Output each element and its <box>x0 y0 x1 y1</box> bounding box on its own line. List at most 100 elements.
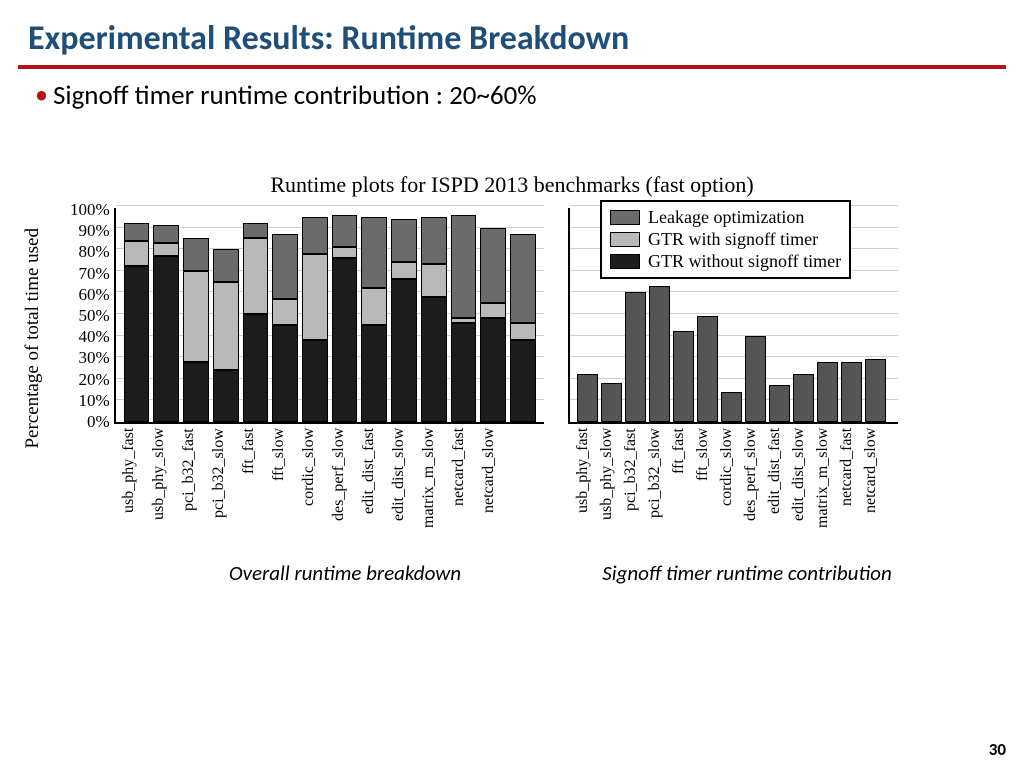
bar-segment-gtr_with <box>153 243 179 256</box>
stacked-bar <box>213 249 239 422</box>
bar-segment-gtr_with <box>421 264 447 296</box>
y-tick: 10% <box>70 391 110 411</box>
x-label: edit_dist_fast <box>766 428 790 558</box>
x-label: usb_phy_fast <box>120 428 150 558</box>
panel-captions: Overall runtime breakdown Signoff timer … <box>70 560 980 586</box>
stacked-bar <box>302 217 328 422</box>
y-tick: 80% <box>70 242 110 262</box>
slide-title: Experimental Results: Runtime Breakdown <box>0 0 1024 65</box>
bar-segment <box>673 331 694 422</box>
bar-segment <box>769 385 790 422</box>
bar <box>601 383 622 422</box>
bar <box>697 316 718 422</box>
stacked-bar <box>243 223 269 422</box>
legend-label: Leakage optimization <box>648 207 804 228</box>
right-caption: Signoff timer runtime contribution <box>582 560 912 586</box>
bar-segment-gtr_with <box>480 303 506 318</box>
bar-segment <box>649 286 670 422</box>
left-plot-area <box>114 208 544 424</box>
bar-segment-leakage <box>421 217 447 265</box>
bar-segment-gtr_without <box>153 256 179 422</box>
bar-segment-gtr_without <box>451 323 477 422</box>
bar <box>649 286 670 422</box>
x-label: usb_phy_fast <box>574 428 598 558</box>
bar-segment-gtr_without <box>124 266 150 422</box>
bar-segment-gtr_with <box>183 271 209 362</box>
bar <box>841 362 862 422</box>
bar-segment-leakage <box>451 215 477 319</box>
stacked-bar <box>451 215 477 422</box>
legend-item: Leakage optimization <box>610 207 841 228</box>
x-label: matrix_m_slow <box>420 428 450 558</box>
legend-swatch <box>610 232 640 247</box>
x-label: matrix_m_slow <box>814 428 838 558</box>
bar-segment-gtr_with <box>332 247 358 258</box>
bar-segment-gtr_without <box>272 325 298 422</box>
bar-segment <box>601 383 622 422</box>
x-label: usb_phy_slow <box>150 428 180 558</box>
bar-segment-gtr_without <box>183 362 209 422</box>
bar-segment-leakage <box>302 217 328 254</box>
bar-segment-gtr_without <box>421 297 447 422</box>
bar-segment-leakage <box>332 215 358 247</box>
x-label: fft_fast <box>240 428 270 558</box>
x-label <box>510 428 540 558</box>
legend-swatch <box>610 254 640 269</box>
bar-segment-leakage <box>361 217 387 288</box>
bar <box>625 292 646 422</box>
x-label: edit_dist_slow <box>390 428 420 558</box>
stacked-bar <box>361 217 387 422</box>
bar <box>577 374 598 422</box>
stacked-bar <box>153 225 179 422</box>
x-label: edit_dist_fast <box>360 428 390 558</box>
bullet-dot-icon: • <box>36 81 47 108</box>
bar-segment-leakage <box>183 238 209 270</box>
bar-segment-gtr_with <box>243 238 269 314</box>
x-label: edit_dist_slow <box>790 428 814 558</box>
stacked-bar <box>480 228 506 422</box>
bar-segment <box>721 392 742 422</box>
bullet-text: Signoff timer runtime contribution : 20~… <box>53 79 537 112</box>
y-tick: 20% <box>70 370 110 390</box>
x-label: cordic_slow <box>718 428 742 558</box>
bar-segment-gtr_without <box>243 314 269 422</box>
left-x-labels: usb_phy_fastusb_phy_slowpci_b32_fastpci_… <box>114 428 546 558</box>
bar-segment-gtr_with <box>361 288 387 325</box>
bar-segment-gtr_without <box>302 340 328 422</box>
x-label: cordic_slow <box>300 428 330 558</box>
charts-container: Percentage of total time used 100%90%80%… <box>70 208 980 586</box>
legend-swatch <box>610 210 640 225</box>
bar-segment-leakage <box>153 225 179 242</box>
chart-title: Runtime plots for ISPD 2013 benchmarks (… <box>0 172 1024 198</box>
x-label: fft_slow <box>270 428 300 558</box>
bar-segment-gtr_without <box>510 340 536 422</box>
bar-segment <box>841 362 862 422</box>
legend-label: GTR without signoff timer <box>648 251 841 272</box>
bar <box>769 385 790 422</box>
bar-segment-leakage <box>124 223 150 240</box>
x-label: netcard_fast <box>838 428 862 558</box>
bar-segment <box>817 362 838 422</box>
bar-segment-gtr_without <box>213 370 239 422</box>
stacked-bar <box>421 217 447 422</box>
legend-item: GTR with signoff timer <box>610 229 841 250</box>
right-x-labels: usb_phy_fastusb_phy_slowpci_b32_fastpci_… <box>568 428 898 558</box>
x-label: pci_b32_fast <box>180 428 210 558</box>
bar <box>865 359 886 422</box>
stacked-bar <box>183 238 209 422</box>
stacked-bar <box>510 234 536 422</box>
bar-segment-gtr_without <box>391 279 417 422</box>
y-tick: 0% <box>70 412 110 432</box>
x-label: fft_slow <box>694 428 718 558</box>
stacked-bar <box>272 234 298 422</box>
legend-label: GTR with signoff timer <box>648 229 818 250</box>
left-panel: usb_phy_fastusb_phy_slowpci_b32_fastpci_… <box>114 208 546 558</box>
bar-segment <box>577 374 598 422</box>
y-tick: 90% <box>70 221 110 241</box>
bar-segment-gtr_with <box>213 282 239 371</box>
bullet-item: • Signoff timer runtime contribution : 2… <box>0 79 1024 112</box>
x-label: netcard_slow <box>862 428 886 558</box>
bar-segment-gtr_with <box>124 241 150 267</box>
y-tick: 40% <box>70 327 110 347</box>
bar-segment <box>865 359 886 422</box>
